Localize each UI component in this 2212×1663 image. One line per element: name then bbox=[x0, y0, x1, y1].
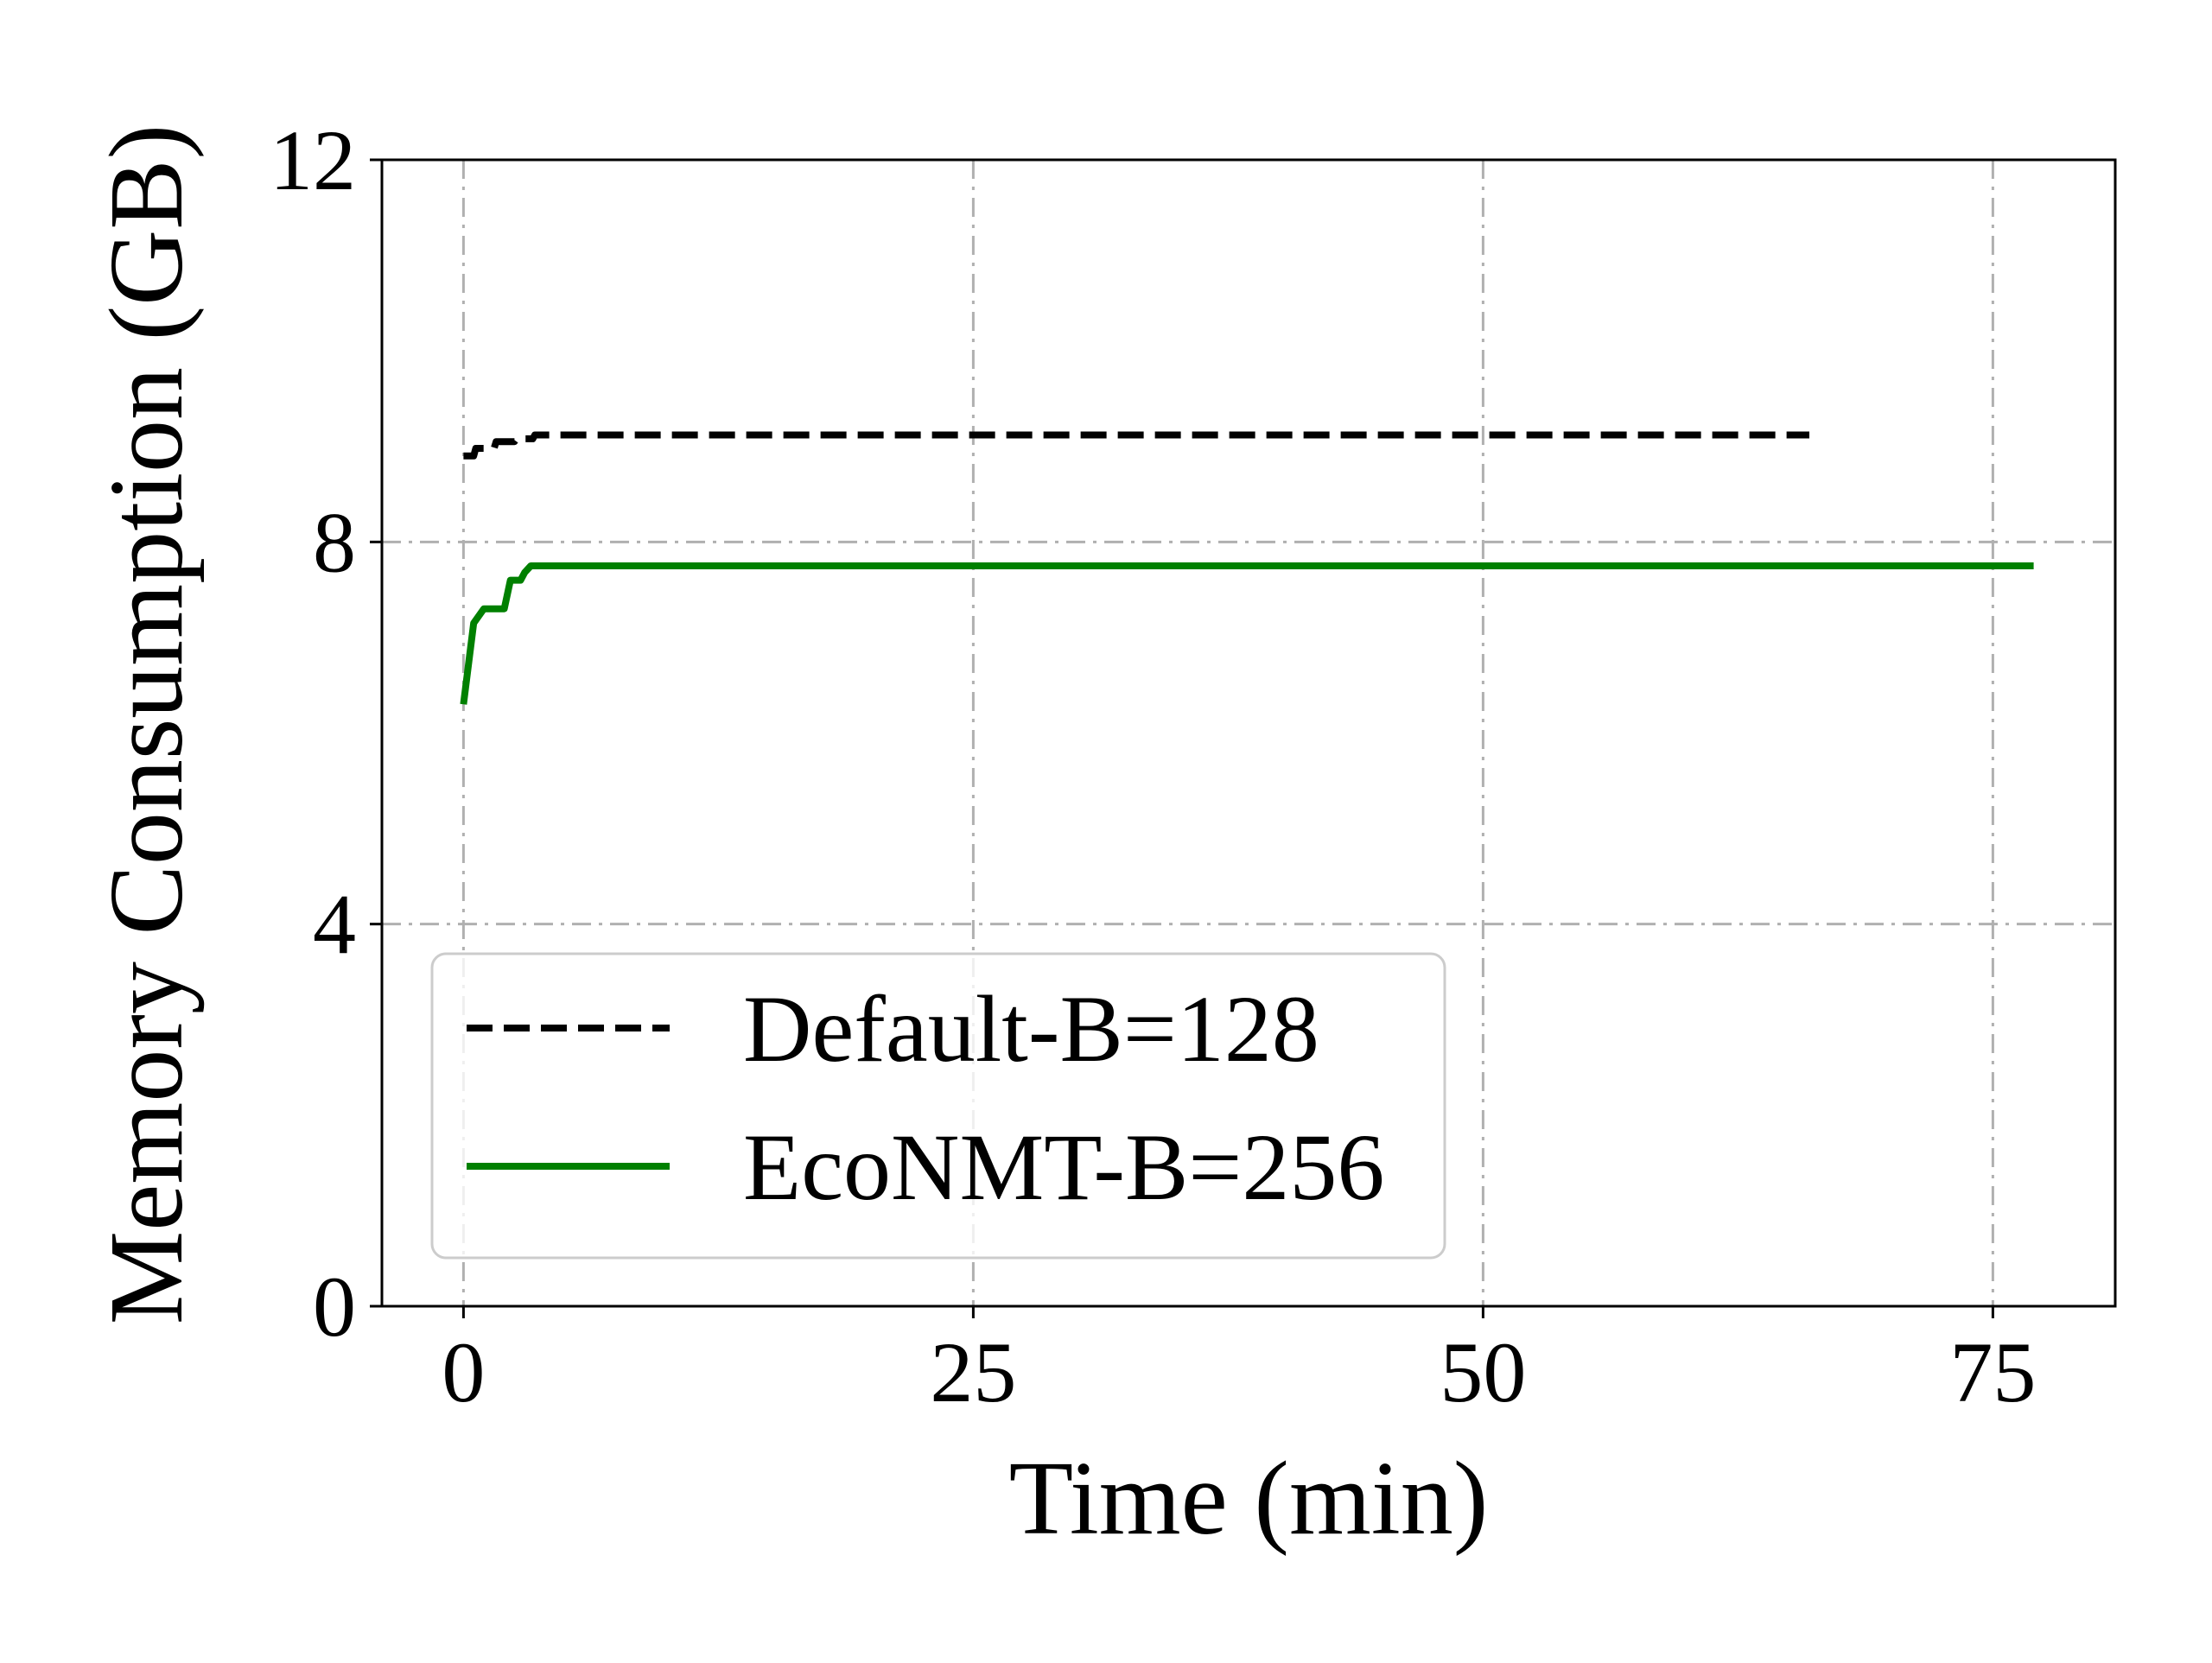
y-tick-label: 4 bbox=[313, 877, 356, 973]
axis-ticks: 0 25 50 75 0 4 8 12 bbox=[270, 112, 2036, 1420]
x-tick-label: 50 bbox=[1440, 1324, 1526, 1420]
legend: Default-B=128 EcoNMT-B=256 bbox=[430, 952, 1446, 1260]
y-axis-label: Memory Consumption (GB) bbox=[88, 124, 205, 1324]
x-tick-label: 0 bbox=[442, 1324, 485, 1420]
x-tick-label: 75 bbox=[1949, 1324, 2036, 1420]
y-tick-label: 8 bbox=[313, 494, 356, 590]
series-lines bbox=[460, 431, 2034, 705]
series-line-default bbox=[463, 431, 1809, 460]
legend-label-econmt: EcoNMT-B=256 bbox=[743, 1114, 1384, 1220]
y-tick-label: 12 bbox=[270, 112, 356, 208]
y-tick-label: 0 bbox=[313, 1259, 356, 1355]
plot-frame bbox=[380, 158, 2117, 1308]
legend-box bbox=[430, 952, 1446, 1260]
series-line-econmt bbox=[460, 562, 2034, 705]
legend-label-default: Default-B=128 bbox=[743, 976, 1319, 1082]
x-axis-label: Time (min) bbox=[1009, 1440, 1489, 1557]
x-tick-label: 25 bbox=[930, 1324, 1016, 1420]
